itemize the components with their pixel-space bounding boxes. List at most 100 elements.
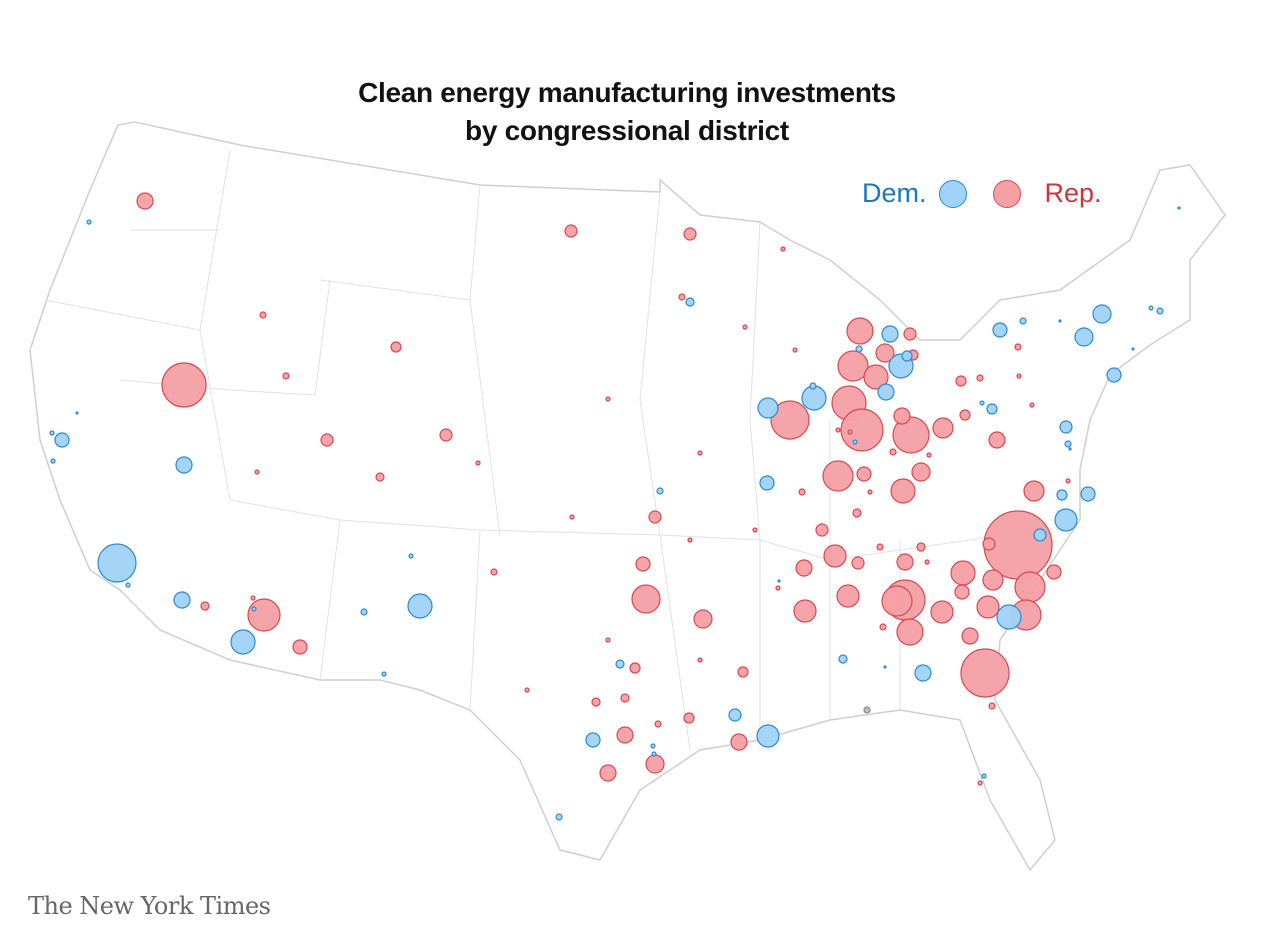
rep-district-bubble [730,733,748,751]
rep-district-bubble [852,508,862,518]
rep-district-bubble [840,408,884,452]
rep-district-bubble [924,559,930,565]
rep-district-bubble [911,462,931,482]
dem-district-bubble [852,439,858,445]
rep-district-bubble [1023,480,1045,502]
dem-district-bubble [1106,367,1122,383]
rep-district-bubble [955,375,967,387]
dem-district-bubble [1068,447,1072,451]
dem-district-bubble [979,400,985,406]
rep-district-bubble [1016,373,1022,379]
rep-district-bubble [851,556,865,570]
rep-district-bubble [893,407,911,425]
rep-district-bubble [959,409,971,421]
rep-district-bubble [439,428,453,442]
dem-district-bubble [381,671,387,677]
rep-district-bubble [837,350,869,382]
rep-district-bubble [879,623,887,631]
dem-district-bubble [914,664,932,682]
legend-rep-circle-icon [992,179,1021,208]
dem-district-bubble [986,403,998,415]
rep-district-bubble [847,429,853,435]
rep-district-bubble [250,595,256,601]
rep-district-bubble [1065,478,1071,484]
rep-district-bubble [390,341,402,353]
rep-district-bubble [320,433,334,447]
us-outline [29,121,1226,872]
legend-dem-circle-icon [938,179,967,208]
dem-district-bubble [651,751,657,757]
rep-district-bubble [856,466,872,482]
dem-district-bubble [1064,440,1072,448]
rep-district-bubble [282,372,290,380]
rep-district-bubble [823,544,847,568]
dem-district-bubble [585,732,601,748]
rep-district-bubble [697,657,703,663]
dem-district-bubble [1059,420,1073,434]
dem-district-bubble [981,773,987,779]
dem-district-bubble [777,579,781,583]
rep-district-bubble [836,584,860,608]
rep-district-bubble [775,585,781,591]
dem-district-bubble [50,458,56,464]
rep-district-bubble [161,362,207,408]
rep-district-bubble [960,648,1010,698]
rep-district-bubble [982,569,1004,591]
dem-district-bubble [1019,317,1027,325]
dem-district-bubble [615,659,625,669]
rep-district-bubble [903,327,917,341]
title-line-1: Clean energy manufacturing investments [358,77,896,108]
rep-district-bubble [569,514,575,520]
rep-district-bubble [867,489,873,495]
rep-district-bubble [752,527,758,533]
dem-district-bubble [757,397,779,419]
rep-district-bubble [654,720,662,728]
rep-district-bubble [793,599,817,623]
rep-district-bubble [1029,402,1035,408]
rep-district-bubble [292,639,308,655]
dem-district-bubble [1054,508,1078,532]
rep-district-bubble [822,460,854,492]
rep-district-bubble [524,687,530,693]
rep-district-bubble [683,712,695,724]
rep-district-bubble [648,510,662,524]
rep-district-bubble [977,780,983,786]
dem-district-bubble [1080,486,1096,502]
rep-district-bubble [605,637,611,643]
dem-district-bubble [555,813,563,821]
other-district-bubble [863,706,871,714]
rep-district-bubble [490,568,498,576]
dem-district-bubble [230,629,256,655]
dem-district-bubble [650,743,656,749]
dem-district-bubble [173,591,191,609]
rep-district-bubble [259,311,267,319]
rep-district-bubble [136,192,154,210]
legend: Dem. Rep. [862,178,1102,209]
rep-district-bubble [737,666,749,678]
dem-district-bubble [407,593,433,619]
rep-district-bubble [1014,571,1046,603]
rep-district-bubble [889,448,897,456]
dem-district-bubble [996,604,1022,630]
rep-district-bubble [693,609,713,629]
dem-district-bubble [1074,327,1094,347]
dem-district-bubble [801,385,827,411]
rep-district-bubble [1014,343,1022,351]
rep-district-bubble [976,374,984,382]
rep-district-bubble [687,537,693,543]
dem-district-bubble [54,432,70,448]
chart-title: Clean energy manufacturing investments b… [0,74,1254,150]
dem-district-bubble [75,411,79,415]
rep-district-bubble [475,460,481,466]
rep-district-bubble [875,343,895,363]
rep-district-bubble [375,472,385,482]
rep-district-bubble [846,317,874,345]
dem-district-bubble [1058,319,1062,323]
rep-district-bubble [599,764,617,782]
rep-district-bubble [254,469,260,475]
rep-district-bubble [881,585,913,617]
dem-district-bubble [883,665,887,669]
rep-district-bubble [932,417,954,439]
dem-district-bubble [97,543,137,583]
rep-district-bubble [988,431,1006,449]
